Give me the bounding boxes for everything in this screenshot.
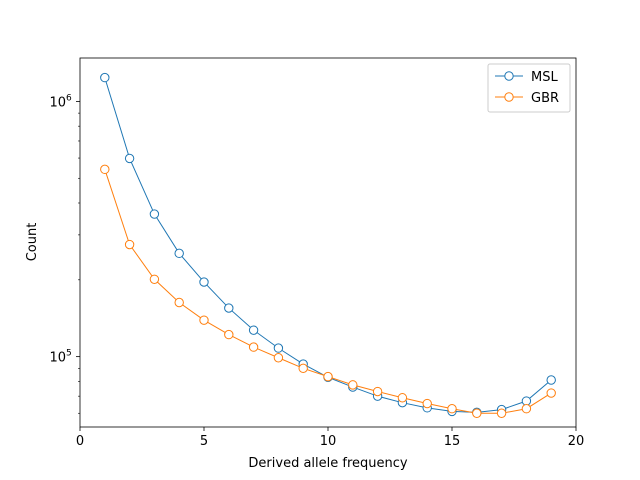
point-msl-3	[149, 209, 160, 219]
point-gbr-10	[323, 371, 333, 382]
point-gbr-2	[124, 239, 135, 250]
series-layer	[100, 72, 556, 418]
legend-marker-msl	[504, 71, 514, 81]
x-tick-label-3: 15	[444, 434, 461, 449]
point-msl-4	[174, 248, 184, 259]
point-gbr-18	[521, 404, 532, 414]
point-gbr-1	[100, 164, 110, 175]
y-tick-label-1: 10	[49, 95, 66, 110]
point-gbr-5	[199, 315, 209, 325]
point-gbr-9	[298, 363, 308, 374]
y-tick-exp-1: 6	[66, 93, 72, 103]
x-tick-label-4: 20	[568, 434, 585, 449]
point-gbr-12	[372, 386, 383, 397]
point-msl-8	[273, 343, 284, 353]
x-tick-label-2: 10	[320, 434, 337, 449]
point-msl-18	[521, 396, 532, 406]
point-msl-19	[546, 375, 556, 385]
plot-frame	[79, 57, 577, 428]
point-msl-6	[224, 303, 234, 313]
x-tick-label-1: 5	[200, 434, 208, 449]
point-msl-7	[248, 325, 259, 335]
point-gbr-17	[496, 408, 507, 418]
point-gbr-19	[546, 388, 556, 398]
x-axis-label: Derived allele frequency	[248, 456, 407, 471]
point-gbr-14	[422, 398, 432, 409]
y-axis-label: Count	[25, 223, 40, 262]
point-msl-2	[124, 153, 135, 164]
point-gbr-3	[149, 274, 160, 284]
y-tick-exp-0: 5	[66, 349, 72, 359]
point-gbr-7	[248, 342, 259, 352]
x-tick-label-0: 0	[76, 434, 84, 449]
legend-label-msl: MSL	[531, 70, 558, 85]
point-msl-1	[100, 72, 110, 83]
point-msl-5	[199, 277, 209, 287]
series-line-msl	[104, 77, 552, 413]
point-gbr-11	[348, 380, 358, 390]
point-gbr-4	[174, 297, 184, 308]
point-gbr-16	[472, 408, 482, 418]
legend-marker-gbr	[504, 92, 514, 102]
point-gbr-6	[224, 329, 234, 340]
legend: MSL GBR	[487, 63, 571, 113]
point-gbr-13	[397, 393, 408, 403]
legend-label-gbr: GBR	[531, 91, 559, 106]
point-gbr-15	[447, 404, 457, 414]
point-gbr-8	[273, 353, 284, 363]
y-tick-label-0: 10	[49, 351, 66, 366]
